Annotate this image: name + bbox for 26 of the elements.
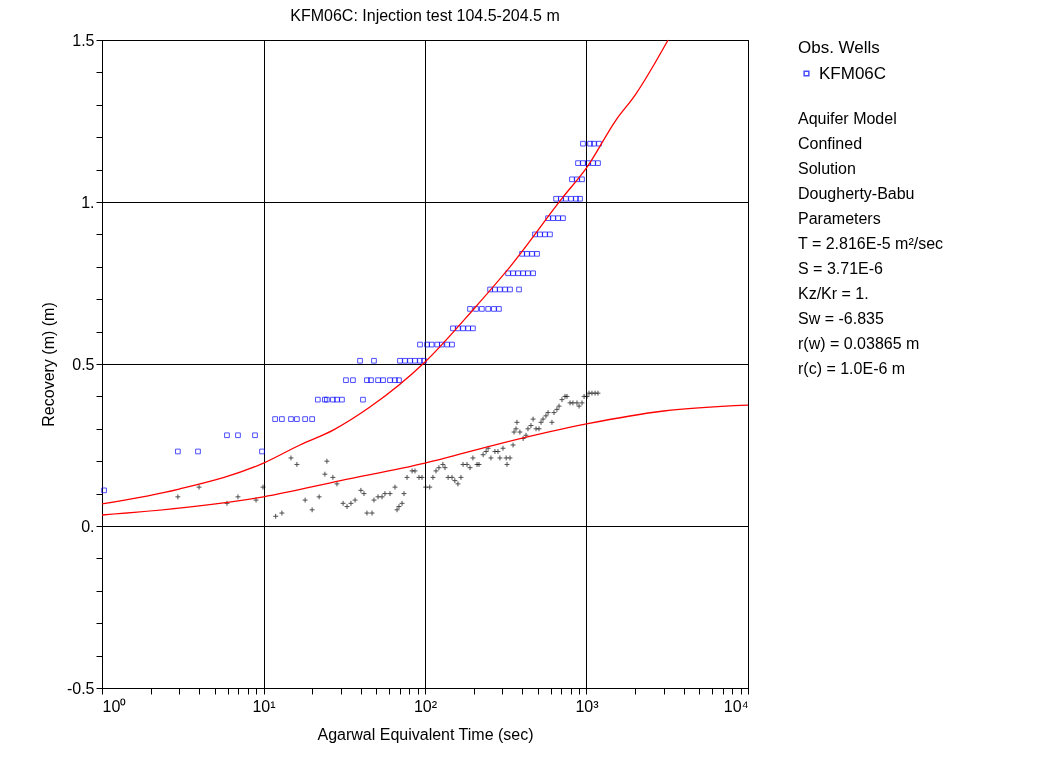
text: r(c) = 1.0E-6 m xyxy=(798,359,907,379)
x-tick-label: 10³ xyxy=(575,697,600,715)
text: S = 3.71E-6 xyxy=(798,259,884,279)
y-tick-label: 0. xyxy=(81,517,95,535)
x-tick-label: 10⁰ xyxy=(102,697,127,715)
text: Solution xyxy=(798,159,857,179)
text: r(w) = 0.03865 m xyxy=(798,334,921,354)
x-tick-label: 10² xyxy=(413,697,438,715)
chart-title: KFM06C: Injection test 104.5-204.5 m xyxy=(290,7,560,24)
text: Parameters xyxy=(798,209,882,229)
legend-label: KFM06C xyxy=(819,63,887,83)
text: Confined xyxy=(798,134,864,154)
text: Kz/Kr = 1. xyxy=(798,284,870,304)
x-tick-label: 10¹ xyxy=(252,697,276,715)
y-tick-label: 1.5 xyxy=(72,31,95,49)
legend-title: Obs. Wells xyxy=(798,38,880,57)
x-tick-label: 10⁴ xyxy=(723,697,749,715)
y-tick-label: 1. xyxy=(81,193,95,211)
y-tick-label: -0.5 xyxy=(66,679,95,697)
text: Aquifer Model xyxy=(798,109,898,129)
text: Dougherty-Babu xyxy=(798,184,916,204)
x-axis-title: Agarwal Equivalent Time (sec) xyxy=(317,725,534,743)
y-axis-title: Recovery (m) (m) xyxy=(39,302,57,427)
text: Sw = -6.835 xyxy=(798,309,885,329)
y-tick-label: 0.5 xyxy=(72,355,95,373)
text: T = 2.816E-5 m²/sec xyxy=(798,234,944,254)
